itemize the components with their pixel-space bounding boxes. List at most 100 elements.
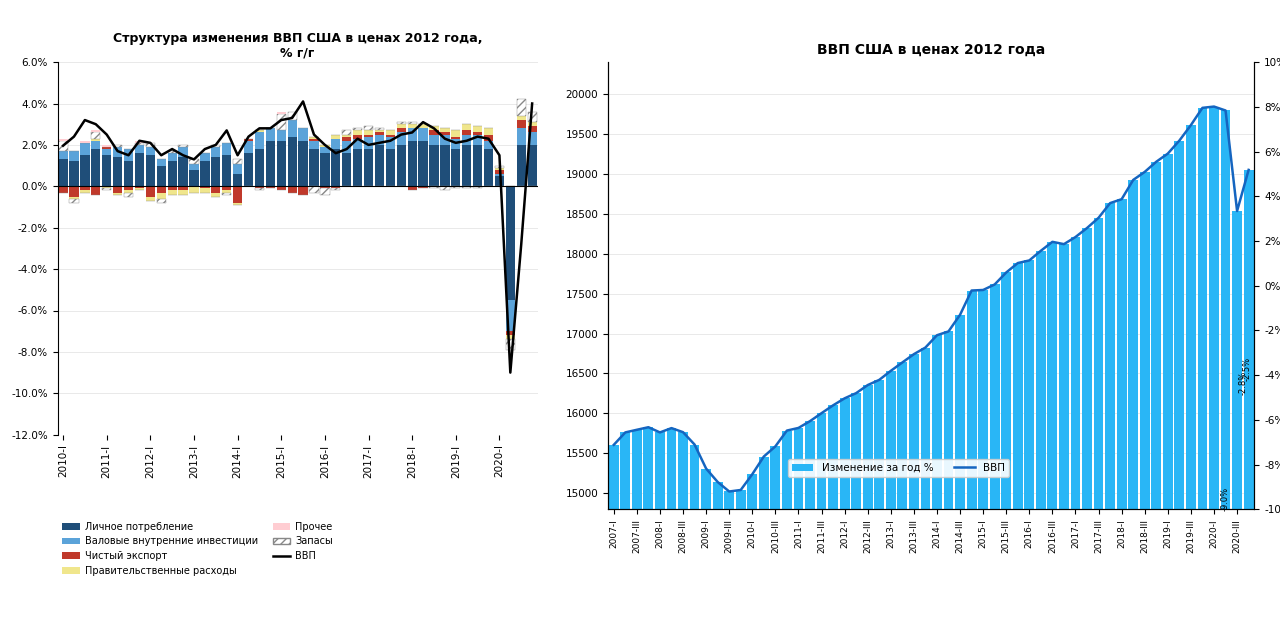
Bar: [353, 138, 362, 149]
Bar: [320, 153, 329, 186]
Bar: [407, 141, 417, 186]
Bar: [156, 186, 166, 193]
Bar: [407, 124, 417, 129]
Bar: [429, 135, 439, 145]
Bar: [168, 191, 177, 194]
Bar: [102, 155, 111, 186]
Bar: [397, 124, 406, 129]
Bar: [1221, 111, 1230, 621]
Bar: [724, 491, 735, 621]
Bar: [1105, 203, 1115, 621]
Bar: [244, 153, 253, 186]
Bar: [397, 122, 406, 124]
Bar: [886, 371, 896, 621]
Bar: [364, 137, 374, 149]
Bar: [276, 186, 285, 191]
Bar: [320, 188, 329, 194]
Bar: [178, 145, 188, 147]
Bar: [527, 126, 536, 132]
Title: ВВП США в ценах 2012 года: ВВП США в ценах 2012 года: [817, 43, 1046, 57]
Bar: [397, 129, 406, 132]
Bar: [134, 153, 145, 186]
Bar: [527, 132, 536, 145]
Bar: [385, 130, 396, 135]
Bar: [91, 149, 100, 186]
Bar: [81, 191, 90, 193]
Bar: [91, 132, 100, 138]
Bar: [320, 145, 329, 147]
Bar: [440, 129, 449, 132]
Bar: [385, 135, 396, 137]
Bar: [397, 145, 406, 186]
Bar: [91, 138, 100, 141]
Bar: [310, 149, 319, 186]
Bar: [298, 186, 307, 194]
Bar: [255, 186, 264, 188]
Bar: [495, 174, 504, 176]
Bar: [364, 130, 374, 135]
Bar: [484, 129, 493, 135]
Bar: [667, 428, 676, 621]
Bar: [69, 197, 78, 199]
Bar: [134, 145, 145, 153]
Bar: [484, 135, 493, 141]
Bar: [59, 141, 68, 151]
Bar: [156, 160, 166, 166]
Bar: [364, 149, 374, 186]
Bar: [517, 129, 526, 145]
Bar: [353, 129, 362, 130]
Bar: [713, 482, 723, 621]
Bar: [298, 141, 307, 186]
Bar: [310, 141, 319, 149]
Bar: [474, 186, 483, 188]
Bar: [146, 155, 155, 186]
Bar: [342, 130, 351, 135]
Bar: [102, 186, 111, 188]
Bar: [244, 138, 253, 141]
Bar: [353, 135, 362, 138]
Bar: [211, 157, 220, 186]
Bar: [506, 340, 515, 350]
Bar: [168, 161, 177, 186]
Bar: [244, 141, 253, 153]
Bar: [221, 193, 232, 194]
Bar: [621, 432, 630, 621]
Bar: [920, 348, 931, 621]
Bar: [298, 129, 307, 141]
Bar: [782, 430, 792, 621]
Bar: [644, 427, 653, 621]
Bar: [353, 130, 362, 135]
Bar: [474, 132, 483, 135]
Bar: [451, 137, 461, 138]
Bar: [134, 186, 145, 188]
Bar: [113, 186, 122, 193]
Bar: [364, 135, 374, 137]
Bar: [375, 145, 384, 186]
Bar: [59, 138, 68, 141]
Bar: [178, 191, 188, 194]
Bar: [828, 406, 838, 621]
Bar: [451, 186, 461, 188]
Bar: [255, 149, 264, 186]
Bar: [266, 129, 275, 141]
Bar: [342, 153, 351, 186]
Bar: [211, 147, 220, 157]
Bar: [233, 160, 242, 163]
Bar: [124, 161, 133, 186]
Bar: [375, 132, 384, 135]
Bar: [1233, 211, 1242, 621]
Bar: [375, 135, 384, 145]
Bar: [146, 147, 155, 155]
Bar: [748, 474, 758, 621]
Bar: [1210, 107, 1219, 621]
Bar: [113, 145, 122, 147]
Bar: [429, 126, 439, 130]
Bar: [178, 147, 188, 157]
Bar: [81, 186, 90, 191]
Bar: [966, 291, 977, 621]
Bar: [1047, 242, 1057, 621]
Bar: [495, 166, 504, 168]
Bar: [189, 170, 198, 186]
Bar: [440, 132, 449, 135]
Bar: [255, 132, 264, 149]
